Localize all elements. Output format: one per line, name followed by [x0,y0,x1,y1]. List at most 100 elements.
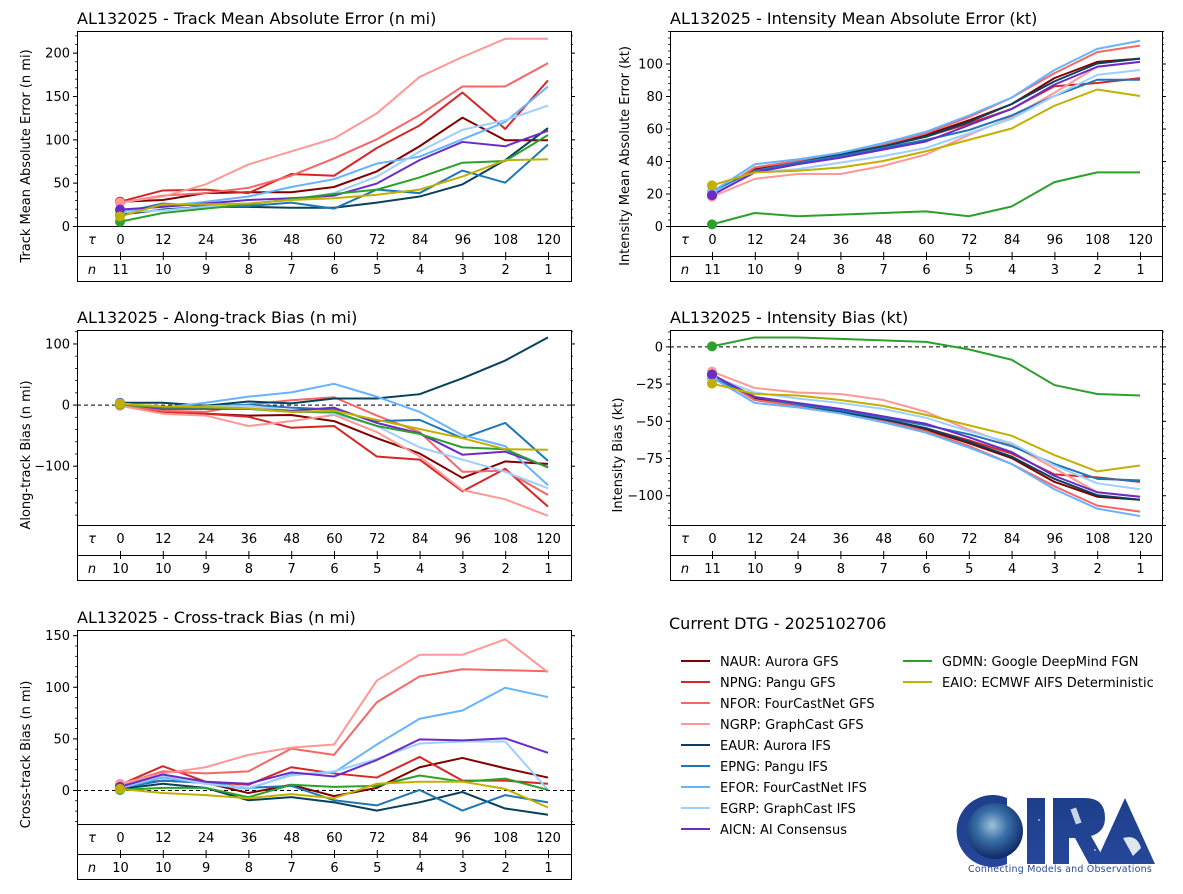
current-dtg-label: Current DTG - 2025102706 [669,614,887,633]
n-count-label: 10 [747,562,764,577]
tau-tick-label: 12 [155,831,172,846]
n-row-frame [77,854,572,880]
series-marker-eaio [115,783,125,794]
y-tick-label: −25 [636,378,663,393]
chart-title: AL132025 - Intensity Mean Absolute Error… [670,9,1037,28]
legend-label-npng: NPNG: Pangu GFS [720,676,836,691]
series-line-egrp [119,740,549,791]
y-tick-label: −75 [636,452,663,467]
chart-title: AL132025 - Along-track Bias (n mi) [77,308,357,327]
n-count-label: 7 [880,263,888,278]
y-tick-label: 50 [53,732,70,747]
legend-label-epng: EPNG: Pangu IFS [720,760,828,775]
series-line-eaio [119,158,549,218]
n-count-label: 5 [965,562,973,577]
n-count-label: 6 [922,263,930,278]
n-count-label: 8 [837,562,845,577]
series-line-aicn [711,60,1141,197]
series-line-efor [119,85,549,213]
y-tick-label: 0 [62,399,70,414]
series-line-gdmn [711,171,1140,226]
y-tick-label: 150 [45,90,70,105]
n-count-label: 9 [202,861,210,876]
legend-label-efor: EFOR: FourCastNet IFS [720,781,867,796]
y-tick-label: 80 [646,90,663,105]
series-line-gdmn [119,774,549,799]
series-line-npng [119,79,549,203]
radar-dish-icon [1123,837,1141,856]
n-count-label: 10 [112,861,129,876]
series-line-aicn [119,737,549,788]
n-count-label: 9 [202,562,210,577]
series-line-eaio [711,88,1141,187]
n-symbol: n [681,562,689,577]
y-tick-label: 50 [53,177,70,192]
plot-frame [77,630,572,825]
n-count-label: 1 [1136,263,1144,278]
n-count-label: 2 [1094,263,1102,278]
tau-symbol: τ [681,532,689,547]
tau-tick-label: 108 [1085,233,1110,248]
series-line-efor [711,376,1141,518]
logo-letter-r [1053,798,1107,864]
n-count-label: 10 [155,263,172,278]
legend: NAUR: Aurora GFS NPNG: Pangu GFS NFOR: Fou… [681,655,1154,838]
n-count-label: 5 [965,263,973,278]
series-marker-aicn [707,190,717,201]
tau-tick-label: 108 [493,831,518,846]
legend-label-eaio: EAIO: ECMWF AIFS Deterministic [942,676,1154,691]
tau-tick-label: 72 [961,532,978,547]
tau-tick-label: 120 [1128,532,1153,547]
series-line-ngrp [119,638,549,785]
series-marker-eaio [707,378,717,389]
series-line-gdmn [711,336,1141,397]
n-count-label: 8 [245,861,253,876]
n-row-frame [670,555,1163,581]
n-count-label: 5 [373,263,381,278]
tau-tick-label: 48 [875,233,892,248]
series-line-naur [119,116,548,203]
series-line-efor [119,382,549,487]
tau-tick-label: 84 [412,233,429,248]
chart-title: AL132025 - Track Mean Absolute Error (n … [77,9,436,28]
n-count-label: 7 [880,562,888,577]
series-marker-eaio [115,211,125,222]
chart-cross-track-bias: AL132025 - Cross-track Bias (n mi)050100… [19,608,575,880]
tau-symbol: τ [88,831,96,846]
tau-tick-label: 48 [283,532,300,547]
logo-letter-i [1027,798,1045,864]
y-tick-label: 150 [45,629,70,644]
n-count-label: 10 [155,861,172,876]
satellite-icon [1070,807,1082,825]
n-row-frame [77,555,572,581]
tau-tick-label: 48 [283,233,300,248]
chart-track-mae: AL132025 - Track Mean Absolute Error (n … [19,9,575,282]
n-count-label: 6 [330,562,338,577]
tau-tick-label: 36 [241,233,258,248]
n-count-label: 4 [1008,263,1016,278]
n-count-label: 9 [794,263,802,278]
n-count-label: 6 [330,263,338,278]
n-symbol: n [88,861,96,876]
n-count-label: 2 [502,562,510,577]
n-count-label: 7 [288,263,296,278]
series-line-ngrp [711,60,1141,198]
series-line-nfor [711,44,1141,196]
tau-tick-label: 120 [536,831,561,846]
n-count-label: 6 [922,562,930,577]
n-count-label: 8 [837,263,845,278]
tau-symbol: τ [88,233,96,248]
n-count-label: 1 [544,263,552,278]
tau-tick-label: 96 [1047,532,1064,547]
tau-tick-label: 84 [1004,532,1021,547]
y-tick-label: 60 [646,123,663,138]
tau-tick-label: 24 [198,233,215,248]
tau-tick-label: 108 [1085,532,1110,547]
n-count-label: 5 [373,562,381,577]
n-count-label: 10 [155,562,172,577]
n-count-label: 10 [747,263,764,278]
tau-tick-label: 96 [1047,233,1064,248]
series-line-efor [711,39,1141,193]
series-marker-eaio [115,398,125,409]
tau-tick-label: 84 [412,831,429,846]
